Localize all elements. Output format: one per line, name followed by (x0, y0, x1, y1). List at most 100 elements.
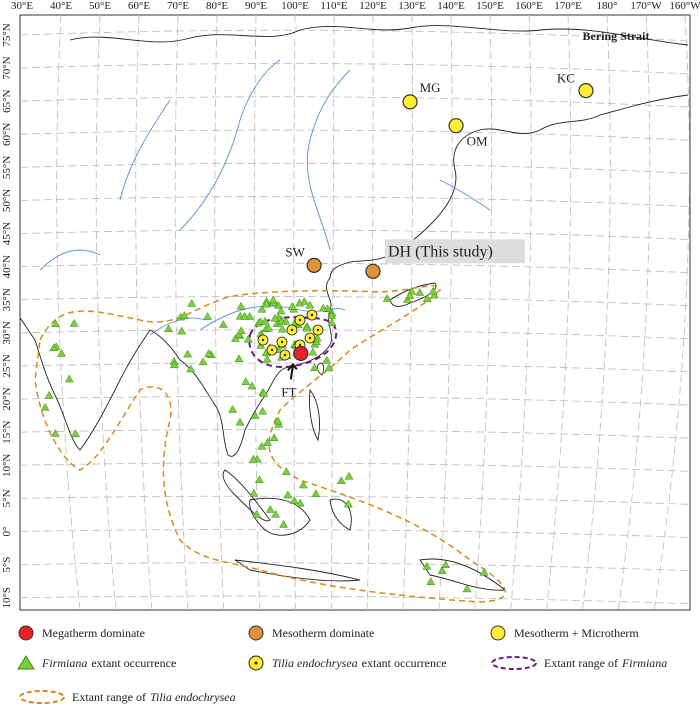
lat-label: 60°N (1, 123, 13, 146)
legend-symbol (248, 625, 264, 641)
lon-label: 100°E (281, 0, 309, 12)
firmiana-occurrence (322, 355, 332, 364)
legend-dot (254, 661, 258, 665)
firmiana-occurrence (441, 560, 451, 569)
lon-label: 120°E (359, 0, 387, 12)
firmiana-occurrence (169, 360, 179, 369)
site-label: SW (285, 244, 305, 259)
firmiana-occurrence (336, 476, 346, 484)
lon-label: 140°E (437, 0, 465, 12)
lon-label: 110°E (320, 0, 347, 12)
tilia-dot (298, 318, 302, 322)
firmiana-occurrence (422, 561, 432, 570)
firmiana-occurrence (302, 323, 312, 332)
meridian (546, 14, 572, 611)
river (179, 59, 281, 231)
firmiana-occurrence (295, 498, 305, 507)
legend-text: Mesotherm + Microtherm (514, 626, 639, 640)
firmiana-occurrence (236, 326, 246, 335)
legend-text: extant occurrence (91, 656, 176, 670)
meridian (135, 14, 153, 611)
firmiana-occurrence (241, 377, 251, 385)
legend-text: Tilia endochrysea (150, 690, 236, 704)
site-label: FT (281, 384, 296, 399)
firmiana-occurrence (479, 567, 489, 576)
lon-label: 150°E (476, 0, 504, 12)
firmiana-occurrence (51, 319, 61, 328)
firmiana-occurrence (305, 300, 315, 309)
meridian (582, 14, 611, 611)
firmiana-occurrence (236, 301, 246, 310)
lon-label: 180° (597, 0, 618, 12)
tilia-dot (290, 328, 294, 332)
firmiana-occurrence (57, 348, 66, 357)
legend-symbol (490, 625, 506, 641)
lat-label: 30°N (1, 321, 13, 344)
lat-label: 5°N (1, 489, 13, 507)
legend-entry: Megatherm dominate (42, 626, 145, 640)
legend-text: Tilia endochrysea (272, 656, 358, 670)
legend-symbol (18, 625, 34, 641)
firmiana-occurrence (247, 381, 257, 390)
firmiana-occurrence (426, 577, 436, 585)
coastline (69, 25, 689, 46)
firmiana-occurrence (187, 299, 197, 307)
region-label: Bering Strait (583, 29, 650, 43)
firmiana-occurrence (422, 294, 432, 302)
lat-label: 10°N (1, 454, 13, 477)
firmiana-occurrence (50, 429, 60, 437)
meridian (253, 14, 260, 611)
tilia-dot (316, 328, 320, 332)
lat-label: 45°N (1, 222, 13, 245)
river (439, 179, 491, 211)
firmiana-occurrence (262, 354, 272, 363)
legend-text: Firmiana (621, 656, 667, 670)
firmiana-occurrence (248, 454, 258, 463)
tilia-dot (310, 313, 314, 317)
firmiana-occurrence (180, 311, 189, 319)
lat-label: 0° (1, 527, 13, 537)
meridian (214, 14, 225, 611)
legend-text: extant occurrence (362, 656, 447, 670)
meridian (617, 14, 651, 611)
legend-entry: Extant range of Firmiana (544, 656, 667, 670)
tilia-dot (270, 348, 274, 352)
lat-label: 20°N (1, 387, 13, 410)
firmiana-occurrence (264, 323, 273, 332)
coastline (234, 559, 361, 582)
firmiana-occurrence (382, 293, 392, 302)
firmiana-occurrence (279, 519, 289, 528)
lon-label: 80°E (206, 0, 228, 12)
coastline (309, 388, 321, 442)
firmiana-occurrence (270, 313, 280, 322)
firmiana-occurrence (437, 566, 447, 574)
firmiana-occurrence (198, 357, 208, 366)
firmiana-occurrence (263, 438, 272, 446)
legend-symbol (491, 656, 537, 670)
firmiana-occurrence (44, 390, 54, 399)
site-marker (448, 118, 464, 134)
label-box (385, 239, 525, 264)
firmiana-occurrence (276, 306, 286, 315)
site-arrow (287, 362, 298, 380)
firmiana-occurrence (429, 290, 439, 299)
legend-symbol (19, 690, 65, 704)
legend-entry: Mesotherm + Microtherm (514, 626, 639, 640)
river (39, 249, 101, 271)
firmiana-occurrence (344, 471, 354, 480)
lon-label: 70°E (167, 0, 189, 12)
lat-label: 50°N (1, 189, 13, 212)
legend-entry: Firmiana extant occurrence (41, 656, 176, 670)
tilia-range (34, 284, 507, 603)
firmiana-occurrence (64, 374, 74, 383)
occurrences (40, 286, 489, 593)
firmiana-occurrence (234, 330, 244, 338)
meridian (95, 14, 117, 611)
lat-label: 25°N (1, 354, 13, 377)
meridian (56, 14, 81, 611)
firmiana-occurrence (324, 363, 334, 372)
firmiana-occurrence (283, 490, 293, 499)
lon-label: 170°W (630, 0, 662, 12)
firmiana-occurrence (287, 302, 297, 310)
firmiana-occurrence (262, 299, 272, 308)
